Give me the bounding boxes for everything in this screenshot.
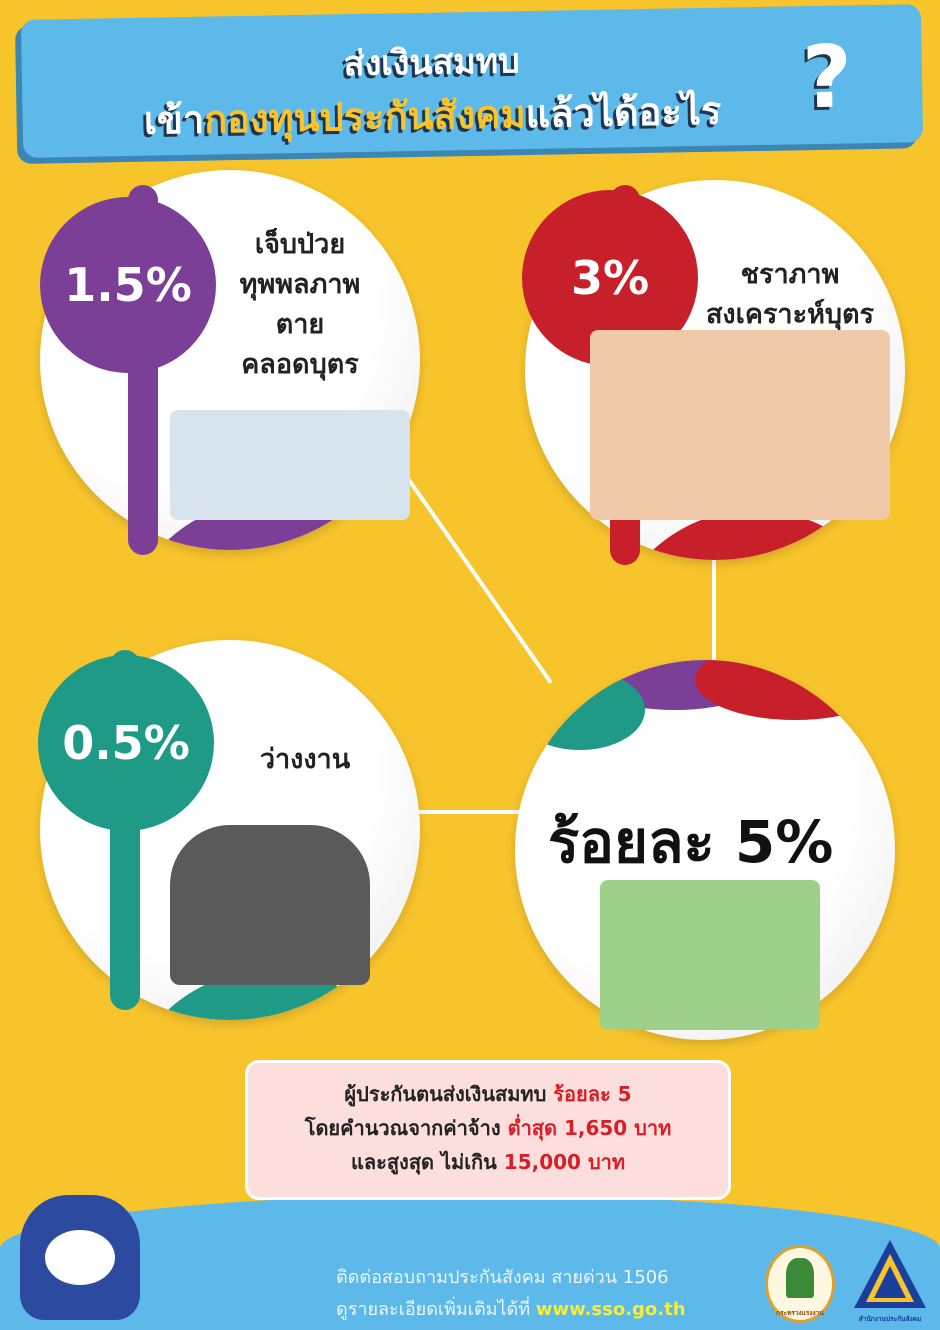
benefits-list: ชราภาพ สงเคราะห์บุตร [705,259,875,330]
question-mark: ? [801,27,853,129]
title-banner: ส่งเงินสมทบ เข้ากองทุนประกันสังคมแล้วได้… [20,4,924,158]
hospital-illustration [170,410,410,520]
unemployed-man-illustration [170,825,370,985]
connector [400,468,553,685]
connector [410,810,540,814]
website-link[interactable]: www.sso.go.th [535,1299,686,1320]
sso-logo-text: สำนักงานประกันสังคม [858,1315,922,1323]
family-illustration [590,330,890,520]
percent-bubble: 0.5% [38,655,214,831]
sso-logo [854,1240,926,1308]
ministry-of-labour-logo [765,1245,835,1323]
mascot [20,1195,140,1320]
benefits-list: ว่างงาน [259,744,351,775]
info-box: ผู้ประกันตนส่งเงินสมทบ ร้อยละ 5 โดยคำนวณ… [245,1060,731,1200]
connector [712,560,716,660]
total-rate: ร้อยละ 5% [548,808,834,876]
money-illustration [600,880,820,1030]
benefits-list: เจ็บป่วย ทุพพลภาพ ตาย คลอดบุตร [239,229,361,380]
percent-bubble: 1.5% [40,197,216,373]
ministry-of-labour-logo-text: กระทรวงแรงงาน [776,1309,824,1317]
contact-info: ติดต่อสอบถามประกันสังคม สายด่วน 1506 ดูร… [336,1267,686,1320]
